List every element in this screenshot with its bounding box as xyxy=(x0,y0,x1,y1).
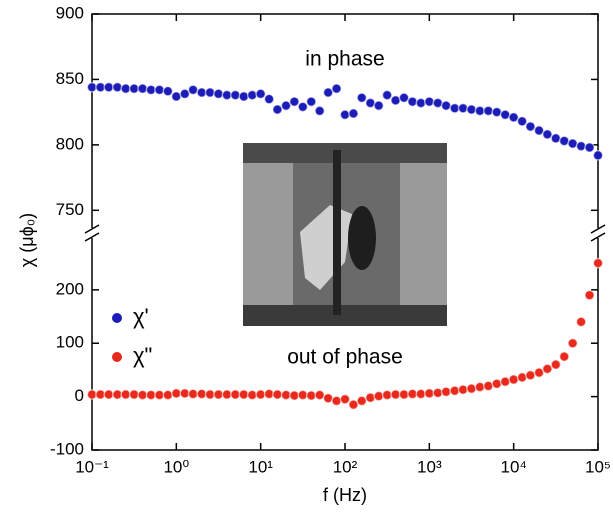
data-point xyxy=(280,100,292,111)
data-point xyxy=(103,81,115,93)
x-tick-label: 10³ xyxy=(417,457,442,476)
legend-label: χ' xyxy=(133,304,149,329)
data-point xyxy=(398,92,410,104)
data-point xyxy=(137,83,148,94)
data-point xyxy=(322,87,334,98)
data-point xyxy=(381,89,393,101)
y-tick-label: 850 xyxy=(56,69,84,88)
x-tick-label: 10⁻¹ xyxy=(75,457,109,476)
data-point xyxy=(483,105,494,117)
data-point xyxy=(407,96,418,107)
data-point xyxy=(263,93,275,105)
data-point xyxy=(424,96,435,107)
y-tick-label: 0 xyxy=(75,386,84,405)
x-tick-label: 10¹ xyxy=(248,457,273,476)
data-point xyxy=(230,89,241,101)
data-point xyxy=(356,395,368,407)
inset-image xyxy=(243,143,447,326)
y-tick-label: 200 xyxy=(56,279,84,298)
data-point xyxy=(289,96,300,107)
data-point xyxy=(516,116,528,127)
data-point xyxy=(365,392,376,403)
y-axis-label: χ (μϕ₀) xyxy=(17,213,37,267)
data-point xyxy=(440,100,452,111)
data-point xyxy=(373,390,385,402)
legend-label: χ" xyxy=(133,343,152,368)
data-point xyxy=(314,105,325,117)
data-point xyxy=(415,97,427,109)
data-point xyxy=(339,393,351,405)
data-point xyxy=(331,83,342,94)
data-point xyxy=(162,85,174,97)
legend-marker xyxy=(112,352,122,362)
x-tick-label: 10² xyxy=(333,457,358,476)
data-point xyxy=(103,389,115,400)
data-point xyxy=(187,84,199,96)
y-tick-label: 100 xyxy=(56,333,84,352)
data-point xyxy=(508,112,519,123)
data-point xyxy=(356,92,368,104)
data-point xyxy=(483,380,494,392)
annotation: in phase xyxy=(305,48,384,71)
data-point xyxy=(533,125,545,136)
data-point xyxy=(187,388,199,400)
data-point xyxy=(246,89,258,101)
data-point xyxy=(542,363,553,375)
data-point xyxy=(584,289,595,301)
data-point xyxy=(339,109,351,121)
x-tick-label: 10⁵ xyxy=(585,457,611,476)
data-point xyxy=(373,100,385,111)
data-point xyxy=(238,91,250,102)
data-point xyxy=(348,108,359,119)
data-point xyxy=(162,389,174,401)
y-tick-label: 900 xyxy=(56,3,84,22)
legend-marker xyxy=(112,313,122,323)
data-point xyxy=(508,374,519,385)
x-tick-label: 10⁰ xyxy=(163,457,189,476)
y-tick-label: 750 xyxy=(56,200,84,219)
data-point xyxy=(567,337,578,349)
x-tick-label: 10⁴ xyxy=(501,457,527,476)
data-point xyxy=(457,384,469,395)
y-tick-label: -100 xyxy=(50,439,84,458)
data-point xyxy=(491,378,503,390)
data-point xyxy=(179,88,191,100)
data-point xyxy=(499,376,511,387)
data-point xyxy=(558,351,570,362)
annotation: out of phase xyxy=(287,346,403,369)
data-point xyxy=(297,101,309,113)
data-point xyxy=(592,150,604,161)
data-point xyxy=(331,395,342,407)
data-point xyxy=(204,87,216,98)
data-point xyxy=(305,96,317,107)
data-point xyxy=(255,88,266,100)
y-tick-label: 800 xyxy=(56,134,84,153)
data-point xyxy=(272,389,283,400)
data-point xyxy=(466,104,477,115)
x-axis-label: f (Hz) xyxy=(323,485,367,505)
data-point xyxy=(154,84,165,96)
data-point xyxy=(474,381,486,393)
data-point xyxy=(272,104,283,115)
data-point xyxy=(213,88,224,100)
data-point xyxy=(584,142,595,153)
data-point xyxy=(466,383,477,394)
data-point xyxy=(575,140,587,152)
data-point xyxy=(592,257,604,269)
data-point xyxy=(542,129,553,140)
data-point xyxy=(550,359,562,370)
data-point xyxy=(440,386,452,398)
data-point xyxy=(575,316,587,328)
data-point xyxy=(457,102,469,114)
data-point xyxy=(525,369,536,381)
data-point xyxy=(525,121,536,132)
